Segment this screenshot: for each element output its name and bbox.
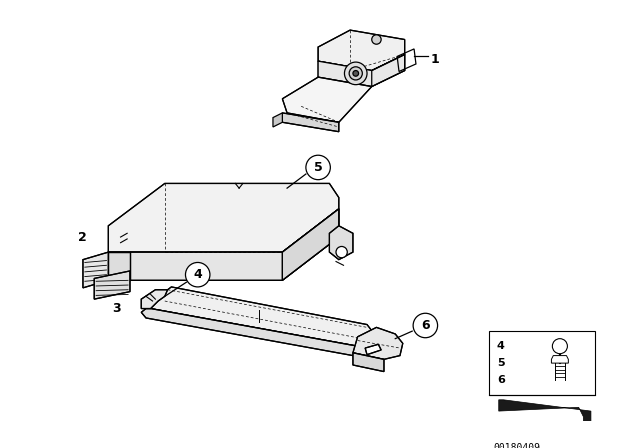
Polygon shape	[282, 77, 372, 122]
Text: 4: 4	[497, 341, 505, 351]
Text: 6: 6	[497, 375, 505, 385]
Polygon shape	[146, 287, 376, 346]
Polygon shape	[499, 400, 591, 435]
Circle shape	[372, 35, 381, 44]
Polygon shape	[282, 113, 339, 132]
Text: 1: 1	[431, 53, 440, 66]
Circle shape	[336, 246, 348, 258]
Circle shape	[349, 67, 362, 80]
Circle shape	[344, 62, 367, 85]
Polygon shape	[552, 356, 568, 363]
Polygon shape	[141, 309, 358, 356]
Polygon shape	[94, 271, 130, 299]
Text: 3: 3	[112, 302, 120, 315]
Circle shape	[186, 263, 210, 287]
Polygon shape	[108, 252, 130, 280]
Polygon shape	[318, 30, 404, 70]
Text: 6: 6	[421, 319, 429, 332]
Polygon shape	[83, 252, 108, 288]
Text: 00180409: 00180409	[493, 443, 540, 448]
Polygon shape	[353, 327, 403, 359]
Polygon shape	[330, 226, 353, 260]
Circle shape	[552, 339, 568, 354]
Text: 2: 2	[78, 231, 86, 244]
Circle shape	[353, 70, 358, 76]
Polygon shape	[273, 113, 282, 127]
Circle shape	[413, 313, 438, 338]
Polygon shape	[353, 353, 384, 371]
Circle shape	[306, 155, 330, 180]
Polygon shape	[365, 345, 381, 355]
Text: 5: 5	[314, 161, 323, 174]
Text: 4: 4	[193, 268, 202, 281]
Polygon shape	[108, 183, 339, 252]
Polygon shape	[282, 209, 339, 280]
Polygon shape	[141, 290, 168, 309]
Polygon shape	[108, 209, 339, 280]
Polygon shape	[318, 55, 404, 86]
Text: 5: 5	[497, 358, 504, 368]
